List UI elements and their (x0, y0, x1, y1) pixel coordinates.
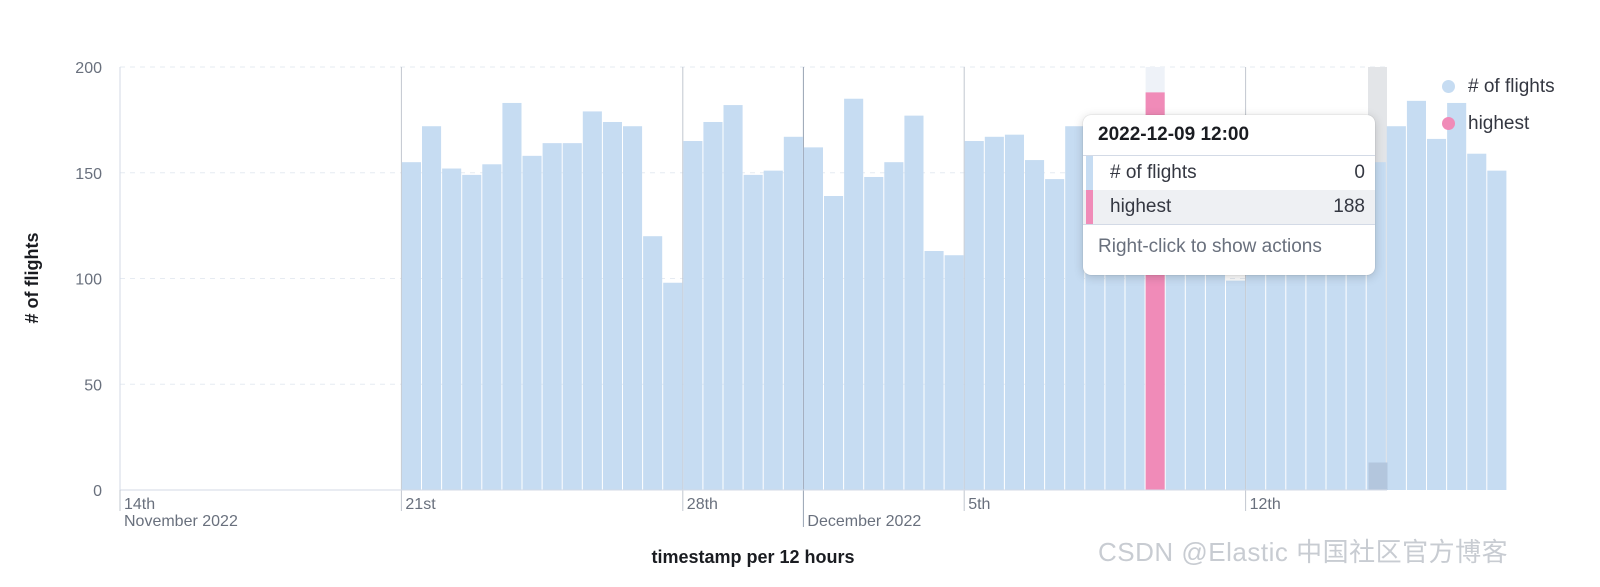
bar-flights[interactable] (602, 121, 622, 491)
y-axis-label: # of flights (22, 233, 42, 324)
tooltip-value: 0 (1354, 162, 1365, 183)
x-tick-label: 5th (968, 496, 990, 513)
bar-flights[interactable] (522, 155, 542, 490)
bar-flights[interactable] (482, 164, 502, 491)
bar-flights[interactable] (1447, 102, 1467, 490)
tooltip-title: 2022-12-09 12:00 (1083, 115, 1375, 156)
bar-flights[interactable] (1226, 280, 1246, 490)
legend-swatch-highest (1442, 117, 1455, 130)
x-tick-label: 28th (687, 496, 718, 513)
bar-flights[interactable] (542, 143, 562, 490)
legend-swatch-flights (1442, 80, 1455, 93)
bar-flights[interactable] (401, 162, 421, 491)
bar-flights[interactable] (884, 162, 904, 491)
y-tick-label: 0 (93, 483, 102, 500)
legend: # of flights highest (1442, 68, 1555, 142)
bar-flights[interactable] (703, 121, 723, 491)
bar-flights[interactable] (1467, 153, 1487, 490)
tooltip-label: highest (1110, 196, 1172, 217)
bar-flights[interactable] (964, 141, 984, 490)
bar-flights[interactable] (562, 143, 582, 490)
y-tick-label: 50 (84, 377, 102, 394)
tooltip-footer: Right-click to show actions (1083, 224, 1375, 269)
x-axis-label: timestamp per 12 hours (651, 547, 854, 567)
x-tick-label: 14th (124, 496, 155, 513)
legend-item-highest[interactable]: highest (1442, 105, 1555, 142)
x-tick-label: 21st (405, 496, 436, 513)
bar-flights[interactable] (582, 111, 602, 490)
bar-flights[interactable] (924, 251, 944, 490)
y-axis: 0 50 100 150 200 (75, 60, 121, 500)
x-tick-sublabel: December 2022 (807, 513, 921, 530)
bar-flights[interactable] (1406, 100, 1426, 490)
legend-label-highest: highest (1468, 112, 1530, 134)
bar-flights[interactable] (984, 136, 1004, 491)
bar-flights[interactable] (623, 126, 643, 490)
tooltip-label: # of flights (1110, 162, 1197, 183)
tooltip-swatch-flights (1086, 156, 1093, 190)
bar-flights[interactable] (1025, 160, 1045, 490)
chart-tooltip: 2022-12-09 12:00 # of flights 0 highest … (1083, 115, 1375, 275)
bar-flights[interactable] (1368, 462, 1388, 490)
bar-flights[interactable] (824, 196, 844, 490)
bar-flights[interactable] (1487, 170, 1507, 490)
y-tick-label: 200 (75, 60, 102, 77)
bar-flights[interactable] (944, 255, 964, 490)
legend-item-flights[interactable]: # of flights (1442, 68, 1555, 105)
bar-flights[interactable] (643, 236, 663, 490)
bar-flights[interactable] (683, 141, 703, 490)
watermark: CSDN @Elastic 中国社区官方博客 (1098, 537, 1509, 567)
bar-flights[interactable] (1045, 179, 1065, 490)
tooltip-value: 188 (1333, 196, 1365, 217)
y-tick-label: 150 (75, 166, 102, 183)
bar-flights[interactable] (442, 168, 462, 490)
bar-flights[interactable] (462, 174, 482, 491)
bar-flights[interactable] (1065, 126, 1085, 490)
tooltip-row-highest: highest 188 (1083, 190, 1375, 224)
bar-flights[interactable] (743, 174, 763, 491)
bar-flights[interactable] (864, 176, 884, 491)
bar-flights[interactable] (763, 170, 783, 490)
bar-flights[interactable] (422, 126, 442, 490)
legend-label-flights: # of flights (1468, 75, 1555, 97)
bar-flights[interactable] (502, 102, 522, 490)
y-tick-label: 100 (75, 272, 102, 289)
x-tick-sublabel: November 2022 (124, 513, 238, 530)
bar-flights[interactable] (904, 115, 924, 491)
bar-flights[interactable] (723, 105, 743, 490)
bar-flights[interactable] (1427, 138, 1447, 490)
bar-flights[interactable] (663, 282, 683, 490)
bar-flights[interactable] (1386, 126, 1406, 490)
x-tick-label: 12th (1250, 496, 1281, 513)
tooltip-row-flights: # of flights 0 (1083, 156, 1375, 190)
bar-flights[interactable] (844, 98, 864, 490)
bar-flights[interactable] (1004, 134, 1024, 490)
bar-flights[interactable] (803, 147, 823, 490)
tooltip-swatch-highest (1086, 190, 1093, 224)
bar-flights[interactable] (783, 136, 803, 491)
